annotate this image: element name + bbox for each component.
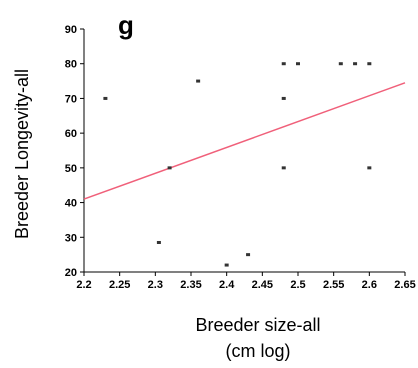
y-tick-label: 70 bbox=[65, 93, 77, 105]
x-axis-ticks: 2.2 2.25 2.3 2.35 2.4 2.45 2.5 2.55 2.6 2.65 bbox=[76, 272, 416, 291]
y-axis-ticks: 20 30 40 50 60 70 80 90 bbox=[65, 24, 84, 279]
y-tick-label: 60 bbox=[65, 128, 77, 140]
y-tick-label: 50 bbox=[65, 163, 77, 175]
data-points bbox=[103, 62, 372, 267]
x-tick-label: 2.35 bbox=[180, 279, 201, 291]
y-tick-label: 80 bbox=[65, 59, 77, 71]
x-axis-unit: (cm log) bbox=[225, 341, 290, 361]
data-point bbox=[281, 62, 286, 66]
y-axis-label: Breeder Longevity-all bbox=[12, 69, 32, 239]
data-point bbox=[246, 253, 251, 257]
x-tick-label: 2.45 bbox=[252, 279, 273, 291]
data-point bbox=[156, 240, 161, 244]
x-tick-label: 2.55 bbox=[323, 279, 344, 291]
y-tick-label: 30 bbox=[65, 232, 77, 244]
data-point bbox=[103, 96, 108, 100]
data-point bbox=[338, 62, 343, 66]
x-tick-label: 2.6 bbox=[362, 279, 377, 291]
data-point bbox=[281, 166, 286, 170]
data-point bbox=[367, 166, 372, 170]
data-point bbox=[224, 263, 229, 267]
x-tick-label: 2.25 bbox=[109, 279, 130, 291]
regression-line bbox=[83, 82, 406, 200]
data-point bbox=[367, 62, 372, 66]
x-tick-label: 2.3 bbox=[148, 279, 163, 291]
data-point bbox=[196, 79, 201, 83]
y-tick-label: 90 bbox=[65, 24, 77, 36]
x-tick-label: 2.65 bbox=[394, 279, 415, 291]
x-axis-label: Breeder size-all bbox=[195, 315, 320, 335]
data-point bbox=[353, 62, 358, 66]
data-point bbox=[296, 62, 300, 66]
x-tick-label: 2.5 bbox=[290, 279, 305, 291]
y-tick-label: 20 bbox=[65, 267, 77, 279]
panel-label: g bbox=[118, 10, 134, 40]
x-tick-label: 2.4 bbox=[219, 279, 235, 291]
axes bbox=[83, 29, 405, 273]
y-tick-label: 40 bbox=[65, 198, 77, 210]
data-point bbox=[167, 166, 172, 170]
x-tick-label: 2.2 bbox=[76, 279, 91, 291]
data-point bbox=[281, 96, 286, 100]
